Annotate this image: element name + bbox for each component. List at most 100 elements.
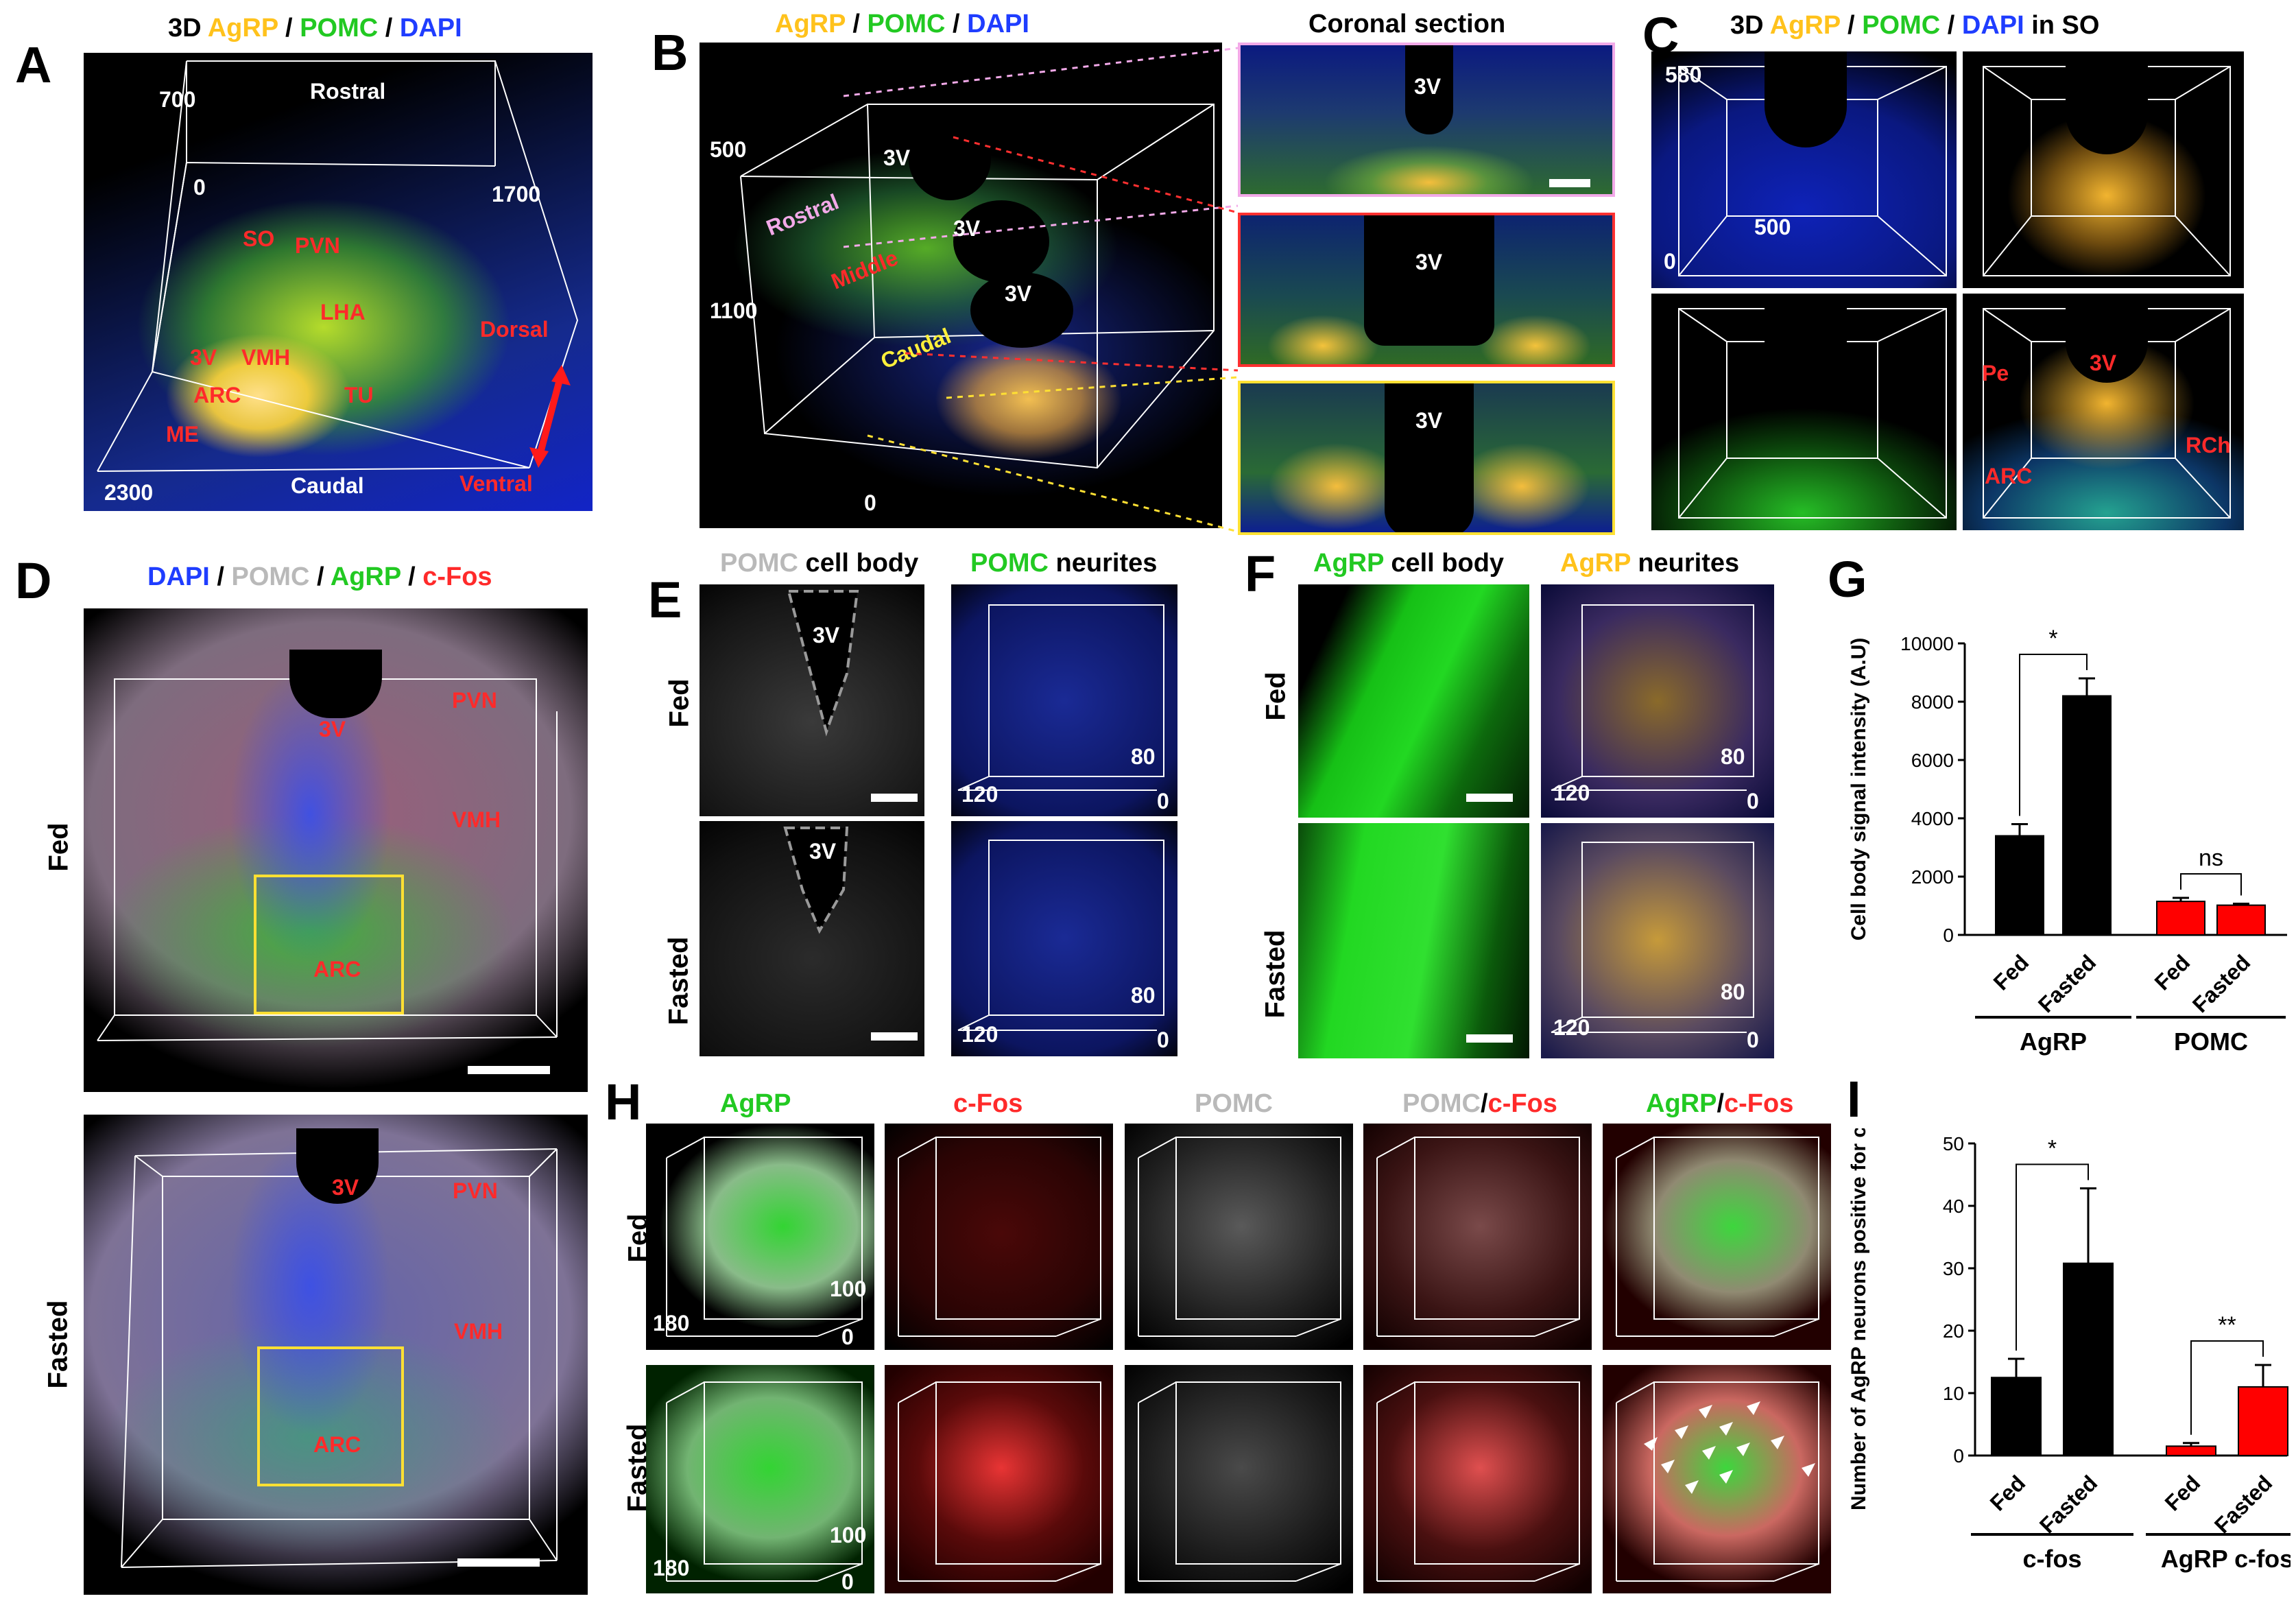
panel-g-chart: 0 2000 4000 6000 8000 10000 Cell body signal i… xyxy=(1847,626,2287,1056)
scale-bar xyxy=(457,1558,540,1567)
panel-c-pomc-image xyxy=(1651,294,1957,530)
y-axis-label: Number of AgRP neurons positive for c-fo… xyxy=(1847,1128,1870,1510)
panel-f-fed-dim-80: 80 xyxy=(1721,744,1745,769)
scale-bar xyxy=(468,1066,550,1074)
panel-e-fed-dim-120: 120 xyxy=(961,782,998,807)
panel-h-fasted-pomc-image xyxy=(1125,1365,1353,1593)
panel-e-fed-dim-0: 0 xyxy=(1157,789,1169,814)
panel-b-3v-caudal: 3V xyxy=(1005,281,1032,306)
panel-e-fasted-neurites-image: 80 120 0 xyxy=(951,821,1177,1056)
panel-i-chart: 0 10 20 30 40 50 Number of AgRP neurons positi… xyxy=(1847,1128,2291,1573)
panel-a-region-tu: TU xyxy=(344,383,374,407)
panel-d-fed-pvn: PVN xyxy=(452,688,497,713)
y-tick-label: 40 xyxy=(1943,1196,1964,1217)
bar xyxy=(1991,1377,2042,1456)
panel-d-label: D xyxy=(15,552,52,609)
panel-b-3v-rostral: 3V xyxy=(883,145,911,170)
panel-b-coronal-middle-3v: 3V xyxy=(1415,250,1443,274)
panel-f-head-cell-body: AgRP cell body xyxy=(1313,549,1505,578)
panel-b-dim-500: 500 xyxy=(710,137,747,162)
panel-c-region-arc: ARC xyxy=(1985,464,2033,488)
panel-f-fasted-cell-body-image xyxy=(1298,823,1529,1058)
significance-label: * xyxy=(2048,1136,2057,1162)
panel-c-dim-500: 500 xyxy=(1754,215,1791,239)
panel-c-title: 3D AgRP / POMC / DAPI in SO xyxy=(1730,11,2100,40)
panel-e-fasted-dim-120: 120 xyxy=(961,1022,998,1047)
y-tick-label: 4000 xyxy=(1911,808,1954,829)
panel-f-fed-cell-body-image xyxy=(1298,584,1529,818)
significance-bracket xyxy=(2019,654,2088,816)
y-tick-label: 20 xyxy=(1943,1320,1964,1342)
panel-a-dim-2300: 2300 xyxy=(104,480,154,505)
arc-roi-box xyxy=(254,875,404,1014)
panel-h-fasted-dim-100: 100 xyxy=(830,1523,867,1547)
panel-e-row-fasted: Fasted xyxy=(663,936,694,1025)
panel-a-rostral: Rostral xyxy=(310,79,386,104)
scale-bar xyxy=(1549,179,1590,187)
panel-c-dim-0: 0 xyxy=(1664,249,1676,274)
panel-e-fed-neurites-image: 80 120 0 xyxy=(951,584,1177,816)
bar xyxy=(1995,835,2044,936)
panel-a-ventral: Ventral xyxy=(459,471,533,496)
panel-h-fed-cfos-image xyxy=(885,1124,1113,1350)
panel-g-label: G xyxy=(1828,551,1867,608)
scale-bar xyxy=(1466,794,1513,802)
panel-d-fasted-pvn: PVN xyxy=(453,1178,498,1203)
scale-bar xyxy=(871,794,918,802)
y-tick-label: 30 xyxy=(1943,1258,1964,1279)
group-label: AgRP xyxy=(2020,1028,2087,1056)
panel-c-region-3v: 3V xyxy=(2090,351,2117,375)
panel-h-fasted-pomc-cfos-image xyxy=(1363,1365,1592,1593)
bar xyxy=(2156,901,2205,936)
significance-label: * xyxy=(2048,626,2057,652)
y-axis-label: Cell body signal intensity (A.U) xyxy=(1847,638,1870,941)
panel-a-3d-volume-image: 700 0 1700 Rostral SO PVN LHA Dorsal 3V … xyxy=(84,53,593,511)
panel-d-fasted-arc: ARC xyxy=(313,1432,361,1457)
significance-bracket xyxy=(2190,1340,2264,1435)
panel-e-fasted-dim-80: 80 xyxy=(1131,983,1156,1008)
panel-c-merge-image: Pe 3V RCh ARC xyxy=(1963,294,2244,530)
y-tick-label: 0 xyxy=(1943,925,1954,946)
panel-f-row-fasted: Fasted xyxy=(1260,929,1291,1019)
panel-h-col-pomc: POMC xyxy=(1195,1089,1273,1118)
panel-h-fasted-agrp-cfos-image xyxy=(1603,1365,1831,1593)
panel-a-region-3v: 3V xyxy=(190,345,217,370)
panel-b-label: B xyxy=(651,24,689,81)
panel-f-row-fed: Fed xyxy=(1260,672,1291,721)
x-tick-label: Fasted xyxy=(2210,1471,2277,1538)
panel-i-label: I xyxy=(1847,1071,1861,1128)
panel-f-head-neurites: AgRP neurites xyxy=(1560,549,1740,578)
panel-d-fasted-3v: 3V xyxy=(332,1175,359,1200)
panel-h-fasted-agrp-image: 100 180 0 xyxy=(646,1365,874,1593)
y-tick-label: 2000 xyxy=(1911,866,1954,888)
bar xyxy=(2062,695,2112,936)
panel-d-title: DAPI / POMC / AgRP / c-Fos xyxy=(147,562,492,591)
panel-f-fed-neurites-image: 80 120 0 xyxy=(1541,584,1774,818)
panel-h-col-agrp-cfos: AgRP/c-Fos xyxy=(1646,1089,1794,1118)
panel-a-region-pvn: PVN xyxy=(295,233,340,258)
scale-bar xyxy=(1466,1034,1513,1043)
y-tick-label: 10000 xyxy=(1900,633,1954,654)
y-tick-label: 6000 xyxy=(1911,750,1954,771)
panel-a-region-arc: ARC xyxy=(193,383,241,407)
bar xyxy=(2216,904,2266,936)
panel-e-row-fed: Fed xyxy=(664,678,695,728)
group-label: c-fos xyxy=(2022,1545,2081,1573)
panel-c-dim-580: 580 xyxy=(1665,62,1702,87)
panel-c-dapi-image: 580 500 0 xyxy=(1651,51,1957,288)
y-tick-label: 0 xyxy=(1953,1445,1964,1467)
panel-a-region-dorsal: Dorsal xyxy=(480,317,549,342)
panel-a-dim-0: 0 xyxy=(193,175,206,200)
panel-b-section-connectors xyxy=(844,47,1239,533)
panel-h-fed-dim-180: 180 xyxy=(653,1311,690,1335)
group-label: POMC xyxy=(2174,1028,2248,1056)
panel-a-title: 3D AgRP / POMC / DAPI xyxy=(168,14,462,43)
bar xyxy=(2063,1262,2114,1456)
panel-b-dim-0: 0 xyxy=(864,490,876,515)
panel-d-fasted-image: 3V PVN VMH ARC xyxy=(84,1115,588,1595)
panel-e-fasted-3v: 3V xyxy=(809,839,837,864)
panel-h-fed-agrp-image: 100 180 0 xyxy=(646,1124,874,1350)
panel-d-fed-vmh: VMH xyxy=(452,807,501,832)
panel-a-dim-700: 700 xyxy=(159,87,196,112)
significance-bracket xyxy=(2016,1163,2089,1351)
